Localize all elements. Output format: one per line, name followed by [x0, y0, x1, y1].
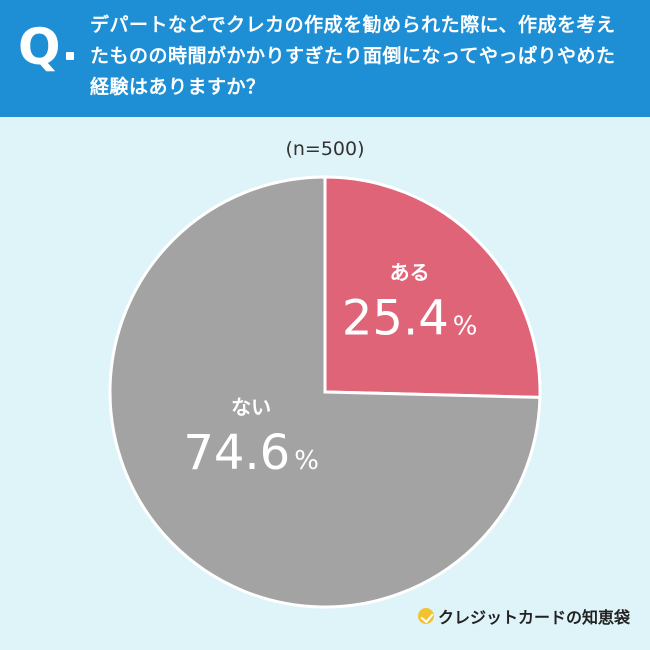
pie-slice-0 — [323, 175, 542, 399]
pie-slice-1 — [108, 175, 542, 609]
question-text: デパートなどでクレカの作成を勧められた際に、作成を考えたものの時間がかかりすぎた… — [90, 14, 616, 98]
brand-logo: クレジットカードの知恵袋 — [417, 604, 630, 628]
check-circle-icon — [417, 608, 434, 624]
slice-value-0: 25.4% — [342, 290, 478, 346]
q-mark: Q — [18, 18, 61, 76]
sample-size-label: (n=500) — [285, 138, 365, 160]
slice-label-1: ない — [231, 395, 271, 419]
question-header: Q デパートなどでクレカの作成を勧められた際に、作成を考えたものの時間がかかりす… — [0, 0, 650, 117]
slice-value-1: 74.6% — [183, 425, 319, 481]
brand-logo-text: クレジットカードの知恵袋 — [437, 608, 630, 627]
q-dot — [66, 52, 74, 60]
slice-label-0: ある — [390, 260, 430, 284]
